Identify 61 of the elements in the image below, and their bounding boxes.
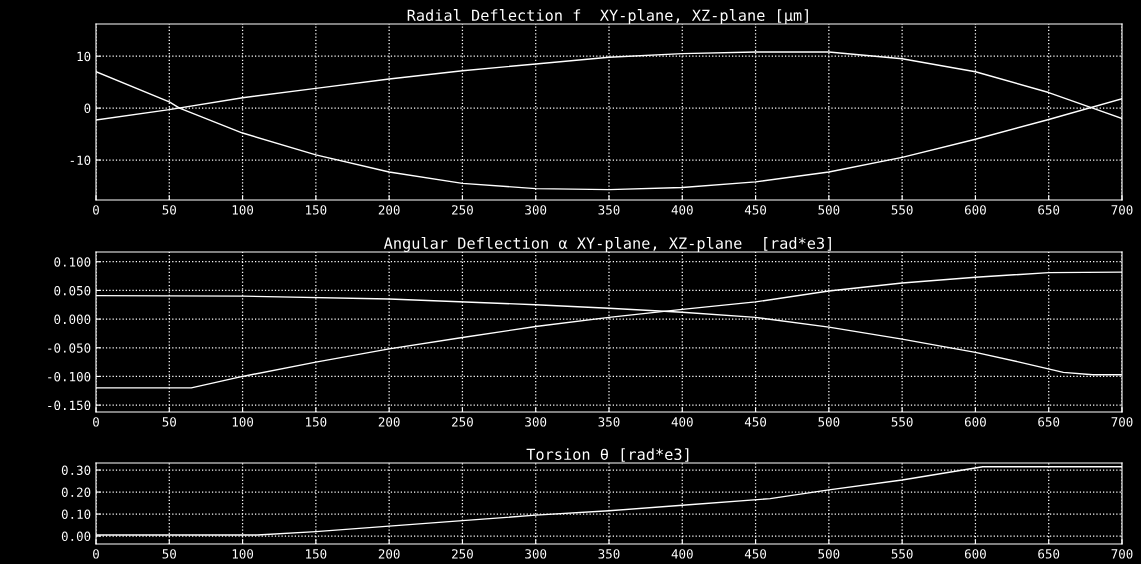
x-tick-label: 0 (93, 205, 99, 215)
x-tick-label: 200 (378, 205, 400, 215)
x-tick-label: 700 (1111, 205, 1133, 215)
y-tick-label: 0.00 (61, 531, 91, 542)
y-tick-label: -0.100 (48, 371, 91, 382)
x-tick-label: 700 (1111, 417, 1133, 427)
x-tick-label: 350 (598, 417, 620, 427)
x-tick-label: 300 (525, 549, 547, 559)
x-tick-label: 350 (598, 549, 620, 559)
x-tick-label: 400 (671, 417, 693, 427)
y-tick-label: 0.10 (61, 509, 91, 520)
x-tick-label: 500 (818, 205, 840, 215)
y-tick-label: 0.000 (54, 314, 91, 325)
x-tick-label: 600 (964, 549, 986, 559)
x-tick-label: 550 (891, 417, 913, 427)
x-tick-label: 400 (671, 549, 693, 559)
x-tick-label: 450 (744, 549, 767, 559)
x-tick-label: 500 (818, 417, 840, 427)
x-tick-label: 100 (232, 205, 254, 215)
y-tick-label: 0.30 (61, 465, 91, 475)
x-tick-label: 0 (93, 417, 99, 427)
x-tick-label: 250 (452, 549, 473, 559)
x-tick-label: 50 (162, 205, 176, 215)
y-tick-label: -0.050 (48, 343, 91, 353)
y-tick-label: -0.150 (48, 400, 91, 411)
x-tick-label: 300 (525, 205, 547, 215)
x-tick-label: 0 (93, 549, 99, 559)
x-tick-label: 150 (306, 417, 327, 427)
x-tick-label: 650 (1038, 417, 1060, 427)
y-tick-label: -10 (70, 155, 91, 165)
x-tick-label: 550 (891, 205, 913, 215)
x-tick-label: 700 (1111, 549, 1133, 559)
x-tick-label: 650 (1038, 549, 1060, 559)
y-tick-label: 0.20 (61, 487, 91, 498)
x-tick-label: 100 (232, 417, 254, 427)
x-tick-label: 650 (1038, 205, 1060, 215)
x-tick-label: 100 (232, 549, 254, 559)
x-tick-label: 450 (744, 417, 767, 427)
y-tick-label: 0 (84, 103, 91, 114)
x-tick-label: 250 (452, 205, 473, 215)
x-tick-label: 300 (525, 417, 547, 427)
x-tick-label: 150 (306, 205, 327, 215)
x-tick-label: 400 (671, 205, 693, 215)
y-tick-label: 0.050 (54, 285, 91, 296)
x-tick-label: 50 (162, 549, 176, 559)
y-tick-label: 10 (77, 51, 91, 62)
x-tick-label: 250 (452, 417, 473, 427)
x-tick-label: 200 (378, 417, 400, 427)
x-tick-label: 200 (378, 549, 400, 559)
x-tick-label: 150 (306, 549, 327, 559)
y-tick-label: 0.100 (54, 257, 91, 267)
x-tick-label: 600 (964, 417, 986, 427)
chart-title: Radial Deflection f XY-plane, XZ-plane [µm] (407, 9, 808, 24)
chart-title: Angular Deflection α XY-plane, XZ-plane [rad*e3] (383, 237, 831, 252)
x-tick-label: 500 (818, 549, 840, 559)
x-tick-label: 600 (964, 205, 986, 215)
x-tick-label: 450 (744, 205, 767, 215)
x-tick-label: 550 (891, 549, 913, 559)
x-tick-label: 50 (162, 417, 176, 427)
x-tick-label: 350 (598, 205, 620, 215)
chart-title: Torsion θ [rad*e3] (526, 448, 689, 462)
